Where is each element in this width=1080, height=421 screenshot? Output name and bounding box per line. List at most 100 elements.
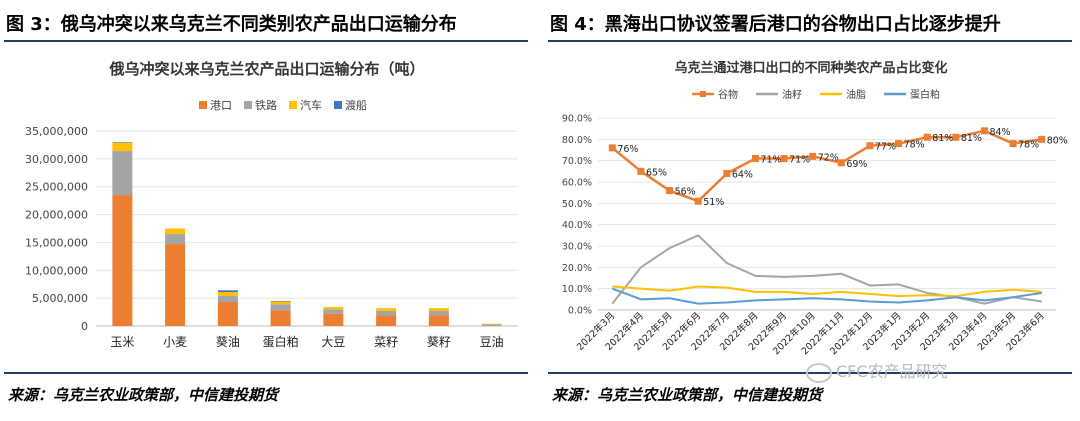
data-point-谷物	[866, 142, 874, 150]
bar-segment-港口	[323, 313, 344, 326]
bar-segment-铁路	[481, 324, 502, 326]
data-point-谷物	[895, 140, 903, 148]
bar-segment-铁路	[323, 309, 344, 314]
y-tick-label: 40.0%	[562, 220, 592, 231]
data-label: 71%	[760, 155, 781, 166]
y-tick-label: 60.0%	[562, 178, 592, 189]
right-figure-panel: 图 4：黑海出口协议签署后港口的谷物出口占比逐步提升 乌克兰通过港口出口的不同种…	[544, 0, 1076, 421]
y-tick-label: 5,000,000	[32, 292, 88, 305]
data-point-谷物	[637, 167, 645, 175]
legend-label-1: 油籽	[782, 88, 802, 101]
x-tick-label: 葵油	[216, 335, 240, 349]
left-source-text: 来源：乌克兰农业政策部，中信建投期货	[8, 386, 279, 404]
data-point-谷物	[666, 187, 674, 195]
bar-segment-渡船	[112, 142, 133, 143]
legend-label-2: 油脂	[846, 88, 866, 101]
data-label: 51%	[703, 197, 724, 208]
x-tick-label: 豆油	[480, 335, 504, 349]
data-point-谷物	[980, 127, 988, 135]
series-line-油脂	[612, 285, 1042, 298]
bar-segment-港口	[376, 315, 397, 326]
legend-label-3: 蛋白粕	[910, 88, 940, 101]
data-point-谷物	[780, 155, 788, 163]
right-source-text: 来源：乌克兰农业政策部，中信建投期货	[552, 386, 823, 404]
series-line-油籽	[611, 234, 1042, 305]
bar-segment-汽车	[112, 142, 133, 152]
bar-segment-渡船	[270, 300, 291, 302]
series-line-谷物	[611, 129, 1042, 203]
bar-segment-铁路	[270, 304, 291, 311]
y-tick-label: 25,000,000	[25, 181, 88, 194]
y-tick-label: 35,000,000	[25, 125, 88, 138]
series-line-蛋白粕	[611, 287, 1042, 305]
data-point-谷物	[608, 144, 616, 152]
x-tick-label: 蛋白粕	[263, 334, 299, 349]
data-label: 56%	[675, 187, 696, 198]
data-point-谷物	[694, 197, 702, 205]
right-title-rule	[548, 40, 1072, 42]
y-tick-label: 10.0%	[562, 284, 592, 295]
x-tick-label: 菜籽	[374, 335, 398, 349]
bar-segment-港口	[112, 195, 133, 326]
y-tick-label: 20.0%	[562, 263, 592, 274]
bar-segment-汽车	[376, 308, 397, 311]
left-figure-title: 图 3：俄乌冲突以来乌克兰不同类别农产品出口运输分布	[6, 14, 457, 35]
x-tick-label: 大豆	[321, 335, 345, 349]
bar-segment-港口	[165, 244, 186, 326]
bar-segment-港口	[217, 302, 238, 326]
data-point-谷物	[923, 133, 931, 141]
chart-title: 俄乌冲突以来乌克兰农产品出口运输分布（吨）	[108, 60, 424, 78]
watermark-text: CFC农产品研究	[836, 362, 948, 381]
right-figure-title: 图 4：黑海出口协议签署后港口的谷物出口占比逐步提升	[550, 14, 1001, 35]
left-source-rule	[4, 372, 528, 374]
bar-segment-汽车	[217, 292, 238, 296]
data-label: 76%	[617, 144, 638, 155]
data-point-谷物	[952, 133, 960, 141]
left-title-rule	[4, 40, 528, 42]
legend-swatch-2	[289, 101, 297, 109]
legend-label-0: 谷物	[718, 88, 738, 101]
bar-segment-汽车	[165, 228, 186, 235]
data-label: 78%	[904, 140, 925, 151]
legend-swatch-1	[244, 101, 252, 109]
left-chart-area: 俄乌冲突以来乌克兰农产品出口运输分布（吨） 港口 铁路 汽车 渡船 0 5,000,000 1…	[6, 46, 528, 366]
bar-segment-铁路	[217, 295, 238, 303]
y-tick-label: 10,000,000	[25, 264, 88, 277]
y-tick-label: 20,000,000	[25, 209, 88, 222]
x-tick-label: 玉米	[110, 335, 134, 349]
data-label: 77%	[875, 142, 896, 153]
left-figure-panel: 图 3：俄乌冲突以来乌克兰不同类别农产品出口运输分布 俄乌冲突以来乌克兰农产品出…	[0, 0, 532, 421]
data-point-谷物	[751, 155, 759, 163]
y-tick-label: 50.0%	[562, 199, 592, 210]
legend-label-1: 铁路	[255, 99, 277, 112]
transport-stacked-bar-chart: 俄乌冲突以来乌克兰农产品出口运输分布（吨） 港口 铁路 汽车 渡船 0 5,000,000 1…	[25, 60, 518, 349]
legend-swatch-3	[334, 101, 342, 109]
bar-segment-铁路	[165, 234, 186, 245]
y-tick-label: 30.0%	[562, 242, 592, 253]
x-tick-label: 葵籽	[427, 335, 451, 349]
data-point-谷物	[809, 152, 817, 160]
legend-marker-0	[700, 91, 706, 97]
y-tick-label: 0.0%	[568, 306, 592, 317]
bar-segment-铁路	[428, 310, 449, 316]
data-label: 72%	[818, 152, 839, 163]
y-tick-label: 15,000,000	[25, 236, 88, 249]
data-label: 80%	[1047, 135, 1068, 146]
right-chart-area: 乌克兰通过港口出口的不同种类农产品占比变化 谷物 油籽 油脂 蛋白粕 0.0% 10.0% 2…	[550, 46, 1072, 366]
data-label: 64%	[732, 169, 753, 180]
legend-label-3: 渡船	[345, 98, 367, 112]
y-tick-label: 70.0%	[562, 156, 592, 167]
data-label: 81%	[932, 133, 953, 144]
bar-segment-汽车	[481, 323, 502, 325]
data-point-谷物	[837, 159, 845, 167]
legend-label-2: 汽车	[300, 98, 322, 112]
wechat-icon	[806, 362, 832, 383]
bar-segment-汽车	[323, 307, 344, 310]
data-label: 84%	[989, 127, 1010, 138]
y-tick-label: 30,000,000	[25, 153, 88, 166]
bar-segment-汽车	[428, 308, 449, 311]
y-tick-label: 80.0%	[562, 135, 592, 146]
data-point-谷物	[1009, 140, 1017, 148]
legend-label-0: 港口	[210, 99, 232, 112]
